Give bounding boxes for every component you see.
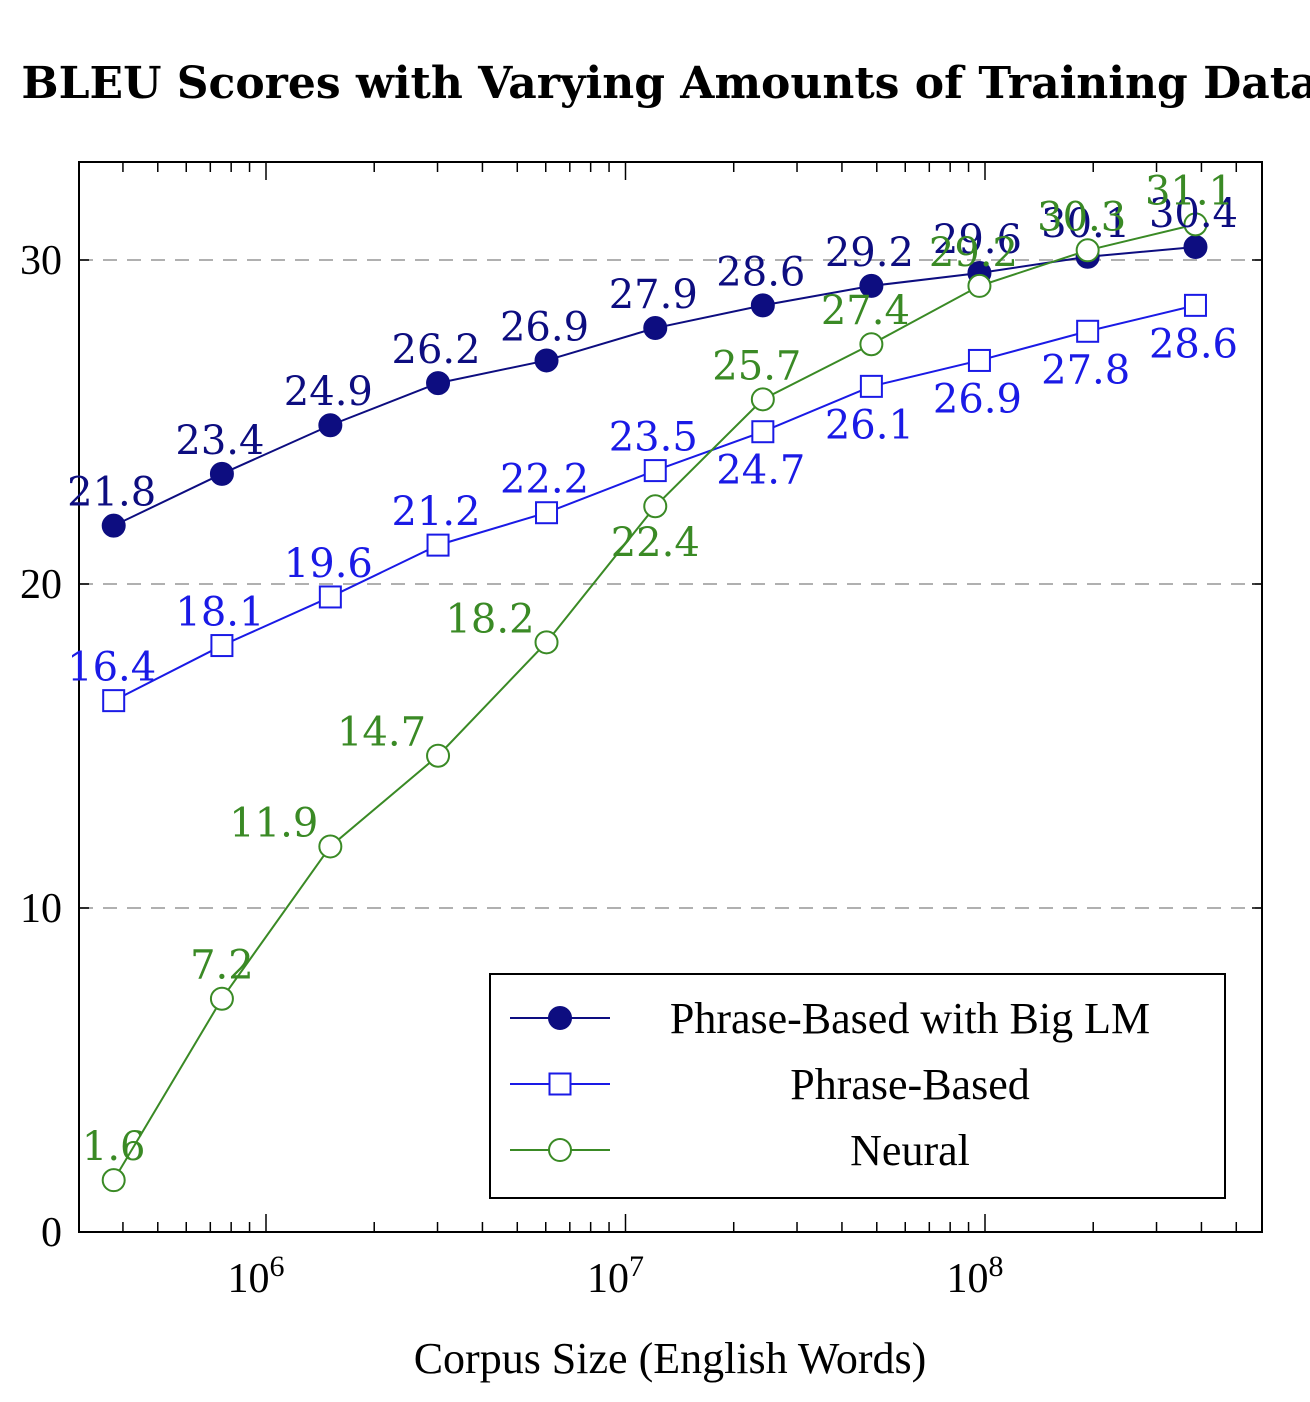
data-label: 28.6 [716,249,805,295]
series-1 [102,293,1207,713]
data-point [318,585,342,609]
data-point [1076,319,1100,343]
data-label: 23.5 [609,415,698,461]
x-axis-label: Corpus Size (English Words) [414,1334,927,1383]
data-label: 16.4 [67,645,156,691]
data-label: 30.3 [1037,194,1126,240]
data-point [751,420,775,444]
chart-title: BLEU Scores with Varying Amounts of Trai… [21,58,1310,109]
data-point [859,374,883,398]
data-point [426,743,451,768]
data-point [426,533,450,557]
data-point [426,371,451,396]
data-point [534,348,559,373]
legend-marker [548,1138,572,1162]
data-point [318,834,343,859]
data-label: 27.8 [1041,347,1130,393]
data-point [1183,212,1208,237]
legend-entry: Phrase-Based with Big LM [510,994,1150,1043]
y-tick-label: 30 [20,238,62,284]
data-point [750,293,775,318]
legend-entry: Phrase-Based [510,1060,1030,1109]
data-point [1075,238,1100,263]
data-point [859,332,884,357]
data-point [967,348,991,372]
legend-label: Neural [850,1126,970,1175]
series-layer [101,212,1208,1193]
data-label: 11.9 [229,800,318,846]
data-point [1183,235,1208,260]
y-tick-label: 20 [20,562,62,608]
legend-marker [548,1006,572,1030]
data-point [643,459,667,483]
data-label: 1.6 [82,1124,146,1170]
data-point [1183,293,1207,317]
data-label: 27.9 [609,272,698,318]
data-point [210,634,234,658]
data-label: 14.7 [337,710,426,756]
x-tick-label: 106 [228,1250,285,1302]
data-label: 29.6 [933,217,1022,263]
plot-area-frame [78,161,1263,1233]
data-point [534,630,559,655]
data-label: 18.1 [175,590,264,636]
x-tick-label: 107 [587,1250,644,1302]
data-label: 25.7 [712,343,801,389]
data-point [750,387,775,412]
legend-entry: Neural [510,1126,970,1175]
data-label: 24.9 [284,369,373,415]
legend-box [489,973,1226,1199]
data-label: 21.8 [67,470,156,516]
data-label: 7.2 [190,943,254,989]
data-label: 19.6 [284,541,373,587]
y-tick-label: 10 [20,886,62,932]
data-labels: 21.823.424.926.2 26.927.9 28.6 29.2 29.6 30.1… [67,168,1238,1170]
data-label: 29.2 [825,230,914,276]
data-label: 23.4 [175,418,264,464]
data-point [859,273,884,298]
data-point [101,1168,126,1193]
data-label: 29.2 [929,230,1018,276]
data-label: 30.4 [1149,191,1238,237]
data-label: 31.1 [1145,168,1234,214]
y-tick-label: 0 [41,1210,62,1256]
data-label: 21.2 [392,489,481,535]
legend-marker [548,1072,572,1096]
data-point [643,316,668,341]
data-point [967,273,992,298]
data-point [101,513,126,538]
data-label: 27.4 [821,288,910,334]
data-label: 30.1 [1041,201,1130,247]
legend: Phrase-Based with Big LM Phrase-Based Neur… [489,973,1226,1199]
series-2 [101,212,1208,1193]
data-label: 26.9 [500,304,589,350]
data-label: 26.2 [392,327,481,373]
data-label: 28.6 [1149,321,1238,367]
data-label: 24.7 [716,448,805,494]
axis-ticks: 0 10 20 30 106 107 108 [20,162,1262,1302]
x-tick-label: 108 [947,1250,1004,1302]
data-point [209,461,234,486]
data-label: 26.9 [933,376,1022,422]
data-point [535,501,559,525]
data-label: 26.1 [825,402,914,448]
data-label: 22.2 [500,457,589,503]
data-point [102,689,126,713]
legend-label: Phrase-Based [790,1060,1030,1109]
data-point [643,494,668,519]
data-point [318,413,343,438]
data-point [209,986,234,1011]
data-label: 22.4 [611,520,700,566]
legend-label: Phrase-Based with Big LM [670,994,1150,1043]
data-label: 18.2 [445,596,534,642]
